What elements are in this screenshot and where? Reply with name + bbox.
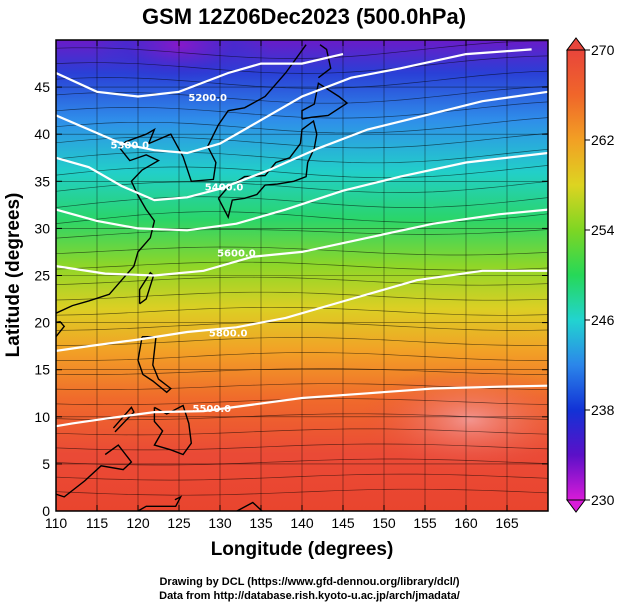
y-axis-label: Latitude (degrees) bbox=[3, 193, 24, 358]
x-tick-label: 120 bbox=[126, 515, 150, 531]
colorbar-tick-label: 238 bbox=[591, 402, 615, 418]
grid bbox=[56, 40, 548, 511]
x-tick-label: 165 bbox=[495, 515, 519, 531]
contour-line bbox=[56, 384, 548, 428]
coastline-segment bbox=[112, 406, 135, 433]
colorbar-gradient bbox=[566, 49, 586, 501]
warm-core bbox=[360, 365, 548, 475]
contour-label: 5400.0 bbox=[205, 183, 244, 194]
y-tick-label: 0 bbox=[42, 503, 50, 519]
y-tick-label: 30 bbox=[34, 220, 50, 236]
colorbar-tick-label: 254 bbox=[591, 222, 615, 238]
geopotential-contours bbox=[56, 48, 548, 428]
y-tick-label: 10 bbox=[34, 409, 50, 425]
coastline-segment bbox=[317, 44, 332, 79]
coastline-segment bbox=[137, 336, 172, 394]
colorbar-tick-label: 262 bbox=[591, 132, 615, 148]
colorbar-bottom-cap bbox=[566, 499, 586, 513]
contour-label: 5800.0 bbox=[209, 329, 248, 340]
x-tick-label: 140 bbox=[290, 515, 314, 531]
contour-line bbox=[56, 90, 548, 202]
colorbar-top-cap bbox=[566, 37, 586, 51]
coastline-segment bbox=[56, 320, 66, 338]
coastline-segment bbox=[153, 404, 193, 456]
coastline-segment bbox=[138, 271, 155, 305]
x-tick-label: 155 bbox=[413, 515, 437, 531]
y-tick-label: 5 bbox=[42, 456, 50, 472]
colorbar-tick-label: 246 bbox=[591, 312, 615, 328]
contour-label: 5300.0 bbox=[111, 140, 150, 151]
x-tick-label: 150 bbox=[372, 515, 396, 531]
x-axis: 110 115 120 125 130 135 140 145 150 155 160 165 bbox=[45, 40, 519, 531]
x-tick-label: 130 bbox=[208, 515, 232, 531]
y-tick-label: 40 bbox=[34, 126, 50, 142]
y-tick-label: 15 bbox=[34, 362, 50, 378]
grid-lines bbox=[56, 40, 548, 511]
x-tick-label: 145 bbox=[331, 515, 355, 531]
chart-title: GSM 12Z06Dec2023 (500.0hPa) bbox=[142, 4, 466, 29]
contour-line bbox=[56, 48, 532, 155]
y-axis: 0 5 10 15 20 25 30 35 40 45 bbox=[34, 79, 548, 519]
y-tick-label: 25 bbox=[34, 268, 50, 284]
contour-line bbox=[56, 151, 548, 232]
contour-line bbox=[56, 208, 548, 277]
coastline-segment bbox=[301, 82, 349, 120]
coastline-segment bbox=[56, 44, 307, 314]
x-tick-label: 160 bbox=[454, 515, 478, 531]
x-axis-label: Longitude (degrees) bbox=[211, 539, 394, 560]
colorbar-tick-label: 270 bbox=[591, 42, 615, 58]
colorbar: 230 238 246 254 262 270 bbox=[566, 37, 615, 513]
y-tick-label: 35 bbox=[34, 173, 50, 189]
x-tick-label: 125 bbox=[167, 515, 191, 531]
coastline-segment bbox=[137, 495, 183, 511]
x-tick-label: 110 bbox=[45, 515, 68, 531]
contour-line bbox=[56, 269, 548, 352]
contour-line bbox=[56, 53, 344, 98]
credit-line-2: Data from http://database.rish.kyoto-u.a… bbox=[159, 590, 460, 602]
contour-labels: 5200.0 5300.0 5400.0 5600.0 5800.0 5500.0 bbox=[111, 93, 256, 415]
plot-area: 5200.0 5300.0 5400.0 5600.0 5800.0 5500.0 bbox=[56, 40, 548, 511]
colorbar-tick-label: 230 bbox=[591, 492, 615, 508]
y-tick-label: 20 bbox=[34, 315, 50, 331]
y-tick-label: 45 bbox=[34, 79, 50, 95]
credit-line-1: Drawing by DCL (https://www.gfd-dennou.o… bbox=[159, 576, 460, 588]
contour-label: 5500.0 bbox=[193, 404, 232, 415]
x-tick-label: 135 bbox=[249, 515, 273, 531]
coastline-segment bbox=[56, 444, 133, 498]
contour-label: 5200.0 bbox=[188, 93, 227, 104]
contour-label: 5600.0 bbox=[217, 249, 256, 260]
x-tick-label: 115 bbox=[86, 515, 109, 531]
